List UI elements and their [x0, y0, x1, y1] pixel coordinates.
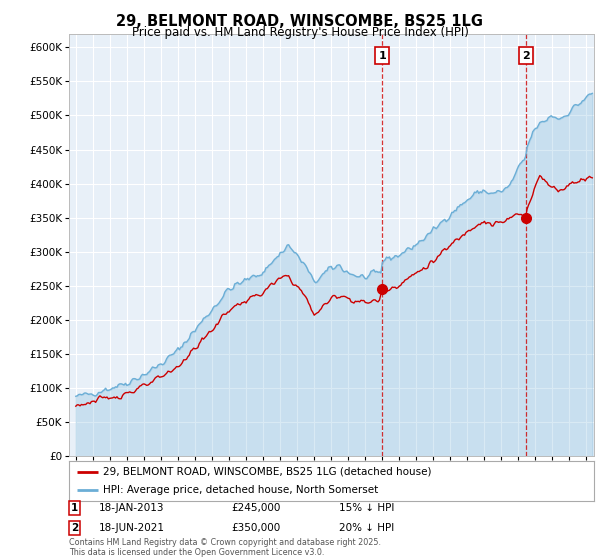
Text: £350,000: £350,000 — [231, 523, 280, 533]
Text: 1: 1 — [71, 503, 78, 513]
Text: 20% ↓ HPI: 20% ↓ HPI — [339, 523, 394, 533]
Text: 1: 1 — [379, 50, 386, 60]
Text: 2: 2 — [521, 50, 529, 60]
Text: 18-JAN-2013: 18-JAN-2013 — [99, 503, 164, 513]
Text: HPI: Average price, detached house, North Somerset: HPI: Average price, detached house, Nort… — [103, 486, 379, 495]
Text: 15% ↓ HPI: 15% ↓ HPI — [339, 503, 394, 513]
Text: 29, BELMONT ROAD, WINSCOMBE, BS25 1LG (detached house): 29, BELMONT ROAD, WINSCOMBE, BS25 1LG (d… — [103, 467, 431, 477]
Text: 18-JUN-2021: 18-JUN-2021 — [99, 523, 165, 533]
Text: £245,000: £245,000 — [231, 503, 280, 513]
Text: 29, BELMONT ROAD, WINSCOMBE, BS25 1LG: 29, BELMONT ROAD, WINSCOMBE, BS25 1LG — [116, 14, 484, 29]
Text: Price paid vs. HM Land Registry's House Price Index (HPI): Price paid vs. HM Land Registry's House … — [131, 26, 469, 39]
Text: 2: 2 — [71, 523, 78, 533]
Text: Contains HM Land Registry data © Crown copyright and database right 2025.
This d: Contains HM Land Registry data © Crown c… — [69, 538, 381, 557]
